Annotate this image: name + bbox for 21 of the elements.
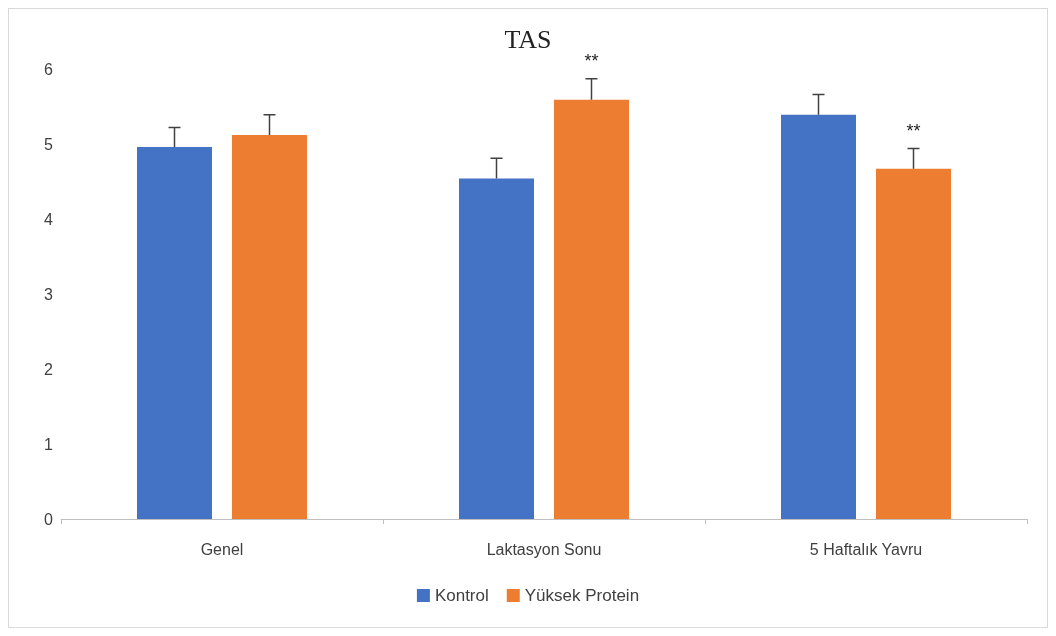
y-tick-label: 1 — [44, 435, 54, 453]
y-tick-label: 5 — [44, 135, 54, 153]
bar — [459, 178, 534, 519]
chart-title: TAS — [504, 24, 552, 54]
bar — [137, 147, 212, 519]
y-tick-label: 0 — [44, 510, 54, 528]
y-tick-label: 4 — [44, 210, 54, 228]
data-label: ** — [906, 120, 921, 141]
legend-label: Kontrol — [434, 586, 489, 605]
y-tick-label: 6 — [44, 60, 54, 78]
y-tick-label: 3 — [44, 285, 54, 303]
x-tick-label: Genel — [200, 540, 244, 558]
bar — [232, 135, 307, 519]
data-label: ** — [584, 50, 599, 71]
y-tick-label: 2 — [44, 360, 54, 378]
x-tick-label: 5 Haftalık Yavru — [809, 540, 923, 558]
bar — [554, 99, 629, 519]
x-tick-label: Laktasyon Sonu — [486, 540, 602, 558]
bar — [781, 114, 856, 519]
legend-label: Yüksek Protein — [524, 586, 640, 605]
bar — [876, 168, 951, 519]
